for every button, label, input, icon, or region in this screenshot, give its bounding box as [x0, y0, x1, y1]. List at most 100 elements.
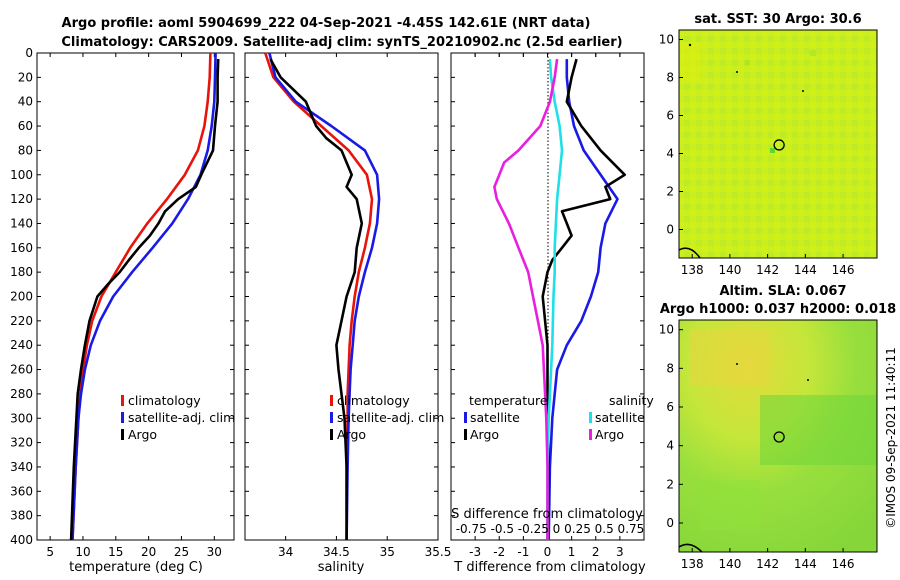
sst-island — [736, 71, 738, 73]
legend-swatch-climatology — [121, 395, 124, 406]
legend-swatch-temp-satellite — [464, 412, 467, 423]
y-tick-label: 380 — [10, 509, 33, 523]
y-tick-label: 180 — [10, 265, 33, 279]
x-tick-label: 35 — [380, 545, 395, 559]
map-y-tick-label: 4 — [666, 147, 674, 161]
difference-legend: temperature satellite Argo salinity sate… — [464, 393, 654, 442]
legend-climatology: climatology — [128, 393, 201, 408]
legend-satellite: satellite-adj. clim — [337, 410, 444, 425]
map-x-tick-label: 142 — [756, 263, 779, 277]
y-tick-label: 80 — [18, 143, 33, 157]
y-tick-label: 320 — [10, 436, 33, 450]
temperature-legend: climatology satellite-adj. clim Argo — [121, 393, 235, 442]
map-y-tick-label: 10 — [659, 33, 674, 47]
legend-swatch-argo — [330, 429, 333, 440]
series-line-satellite-adj-clim — [71, 52, 217, 541]
map-y-tick-label: 10 — [659, 323, 674, 337]
legend-swatch-climatology — [330, 395, 333, 406]
temperature-x-axis: 5 10 15 20 25 30 — [46, 53, 222, 559]
x-tick-label: 20 — [141, 545, 156, 559]
sla-map-title-2: Argo h1000: 0.037 h2000: 0.018 — [660, 302, 896, 317]
argo-location-marker — [773, 139, 785, 151]
legend-satellite: satellite-adj. clim — [128, 410, 235, 425]
legend-temp-satellite: satellite — [470, 410, 520, 425]
salinity-diff-axis-label: S difference from climatology — [451, 507, 643, 522]
difference-xlabel: T difference from climatology — [453, 560, 646, 575]
x-tick-label: 10 — [75, 545, 90, 559]
x-tick-label: 5 — [46, 545, 54, 559]
salinity-panel: 34 34.5 35 35.5 salinity climatology satell… — [244, 52, 451, 575]
y-tick-label: 340 — [10, 460, 33, 474]
salinity-x-axis: 34 34.5 35 35.5 — [278, 53, 451, 559]
map-x-tick-label: 142 — [756, 557, 779, 571]
legend-climatology: climatology — [337, 393, 410, 408]
sla-island — [807, 379, 809, 381]
series-line-climatology — [71, 52, 212, 541]
sst-coastline — [679, 247, 701, 258]
map-y-tick-label: 2 — [666, 185, 674, 199]
salinity-diff-ticks: -0.75 -0.5 -0.25 0 0.25 0.5 0.75 — [456, 522, 645, 536]
sla-map: Altim. SLA: 0.067 Argo h1000: 0.037 h200… — [659, 284, 896, 571]
map-y-tick-label: 8 — [666, 71, 674, 85]
x-tick-label: 25 — [174, 545, 189, 559]
y-tick-label: 40 — [18, 95, 33, 109]
map-y-tick-label: 8 — [666, 361, 674, 375]
series-line-temperature-satellite — [547, 59, 619, 541]
sla-map-frame — [678, 319, 878, 553]
map-y-tick-label: 0 — [666, 516, 674, 530]
y-tick-label: 0 — [25, 46, 33, 60]
sst-map-title: sat. SST: 30 Argo: 30.6 — [694, 12, 861, 27]
y-tick-label: 120 — [10, 192, 33, 206]
map-y-tick-label: 0 — [666, 223, 674, 237]
x-tick-label: 30 — [207, 545, 222, 559]
legend-swatch-temp-argo — [464, 429, 467, 440]
sst-island — [802, 90, 804, 92]
series-line-climatology — [264, 52, 374, 540]
salinity-axes-frame — [244, 52, 439, 541]
map-y-tick-label: 4 — [666, 439, 674, 453]
salinity-xlabel: salinity — [318, 560, 365, 575]
y-tick-label: 240 — [10, 338, 33, 352]
y-tick-label: 300 — [10, 411, 33, 425]
sla-low-band — [760, 395, 877, 465]
x-tick-label: 34.5 — [323, 545, 350, 559]
x-tick-label: 15 — [108, 545, 123, 559]
x-tick-label: 34 — [278, 545, 293, 559]
depth-axis: 0 20 40 60 80 100 120 140 160 180 200 220 240 260 280 3… — [10, 46, 234, 547]
map-x-tick-label: 140 — [718, 557, 741, 571]
sst-cool-pixel — [770, 148, 775, 153]
series-line-salinity-argo — [493, 58, 559, 540]
series-line-argo — [269, 58, 364, 540]
map-x-tick-label: 144 — [794, 557, 817, 571]
y-tick-label: 140 — [10, 216, 33, 230]
temperature-panel: 0 20 40 60 80 100 120 140 160 180 200 220 240 260 280 3… — [10, 46, 235, 575]
y-tick-label: 160 — [10, 241, 33, 255]
legend-swatch-satellite — [121, 412, 124, 423]
x-tick-label: 1 — [568, 545, 576, 559]
map-x-tick-label: 144 — [794, 263, 817, 277]
legend-argo: Argo — [128, 427, 157, 442]
x-tick-label: 3 — [616, 545, 624, 559]
x-tick-label: 2 — [592, 545, 600, 559]
legend-temp-argo: Argo — [470, 427, 499, 442]
legend-sal-satellite: satellite — [595, 410, 645, 425]
sst-cool-pixel — [810, 50, 816, 56]
map-x-tick-label: 138 — [681, 557, 704, 571]
title-line2: Climatology: CARS2009. Satellite-adj cli… — [61, 35, 622, 50]
sst-map-frame — [678, 29, 878, 259]
difference-x-axis: -3 -2 -1 0 1 2 3 — [469, 53, 624, 559]
sst-map: sat. SST: 30 Argo: 30.6 138 140 142 144 146 1… — [659, 12, 878, 277]
legend-swatch-argo — [121, 429, 124, 440]
y-tick-label: 220 — [10, 314, 33, 328]
watermark: ©IMOS 09-Sep-2021 11:40:11 — [884, 347, 898, 529]
y-tick-label: 360 — [10, 484, 33, 498]
title-line1: Argo profile: aoml 5904699_222 04-Sep-20… — [62, 16, 591, 31]
y-tick-label: 200 — [10, 290, 33, 304]
sla-coastline — [679, 543, 703, 552]
map-x-tick-label: 138 — [681, 263, 704, 277]
y-tick-label: 60 — [18, 119, 33, 133]
sla-map-title-1: Altim. SLA: 0.067 — [720, 284, 847, 299]
sla-high-patch — [690, 330, 770, 385]
map-y-tick-label: 2 — [666, 477, 674, 491]
